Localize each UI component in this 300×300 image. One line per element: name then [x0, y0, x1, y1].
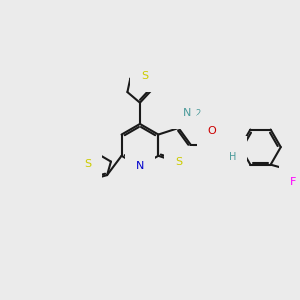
Text: H: H: [229, 152, 236, 162]
Text: S: S: [141, 71, 148, 81]
Text: 2: 2: [195, 109, 200, 118]
Text: O: O: [208, 126, 217, 136]
Text: NH: NH: [183, 108, 200, 118]
Text: F: F: [295, 158, 300, 168]
Text: N: N: [227, 147, 236, 157]
Text: N: N: [136, 161, 144, 171]
Text: F: F: [290, 177, 296, 187]
Text: S: S: [175, 158, 182, 167]
Text: S: S: [84, 160, 91, 170]
Text: F: F: [296, 168, 300, 178]
